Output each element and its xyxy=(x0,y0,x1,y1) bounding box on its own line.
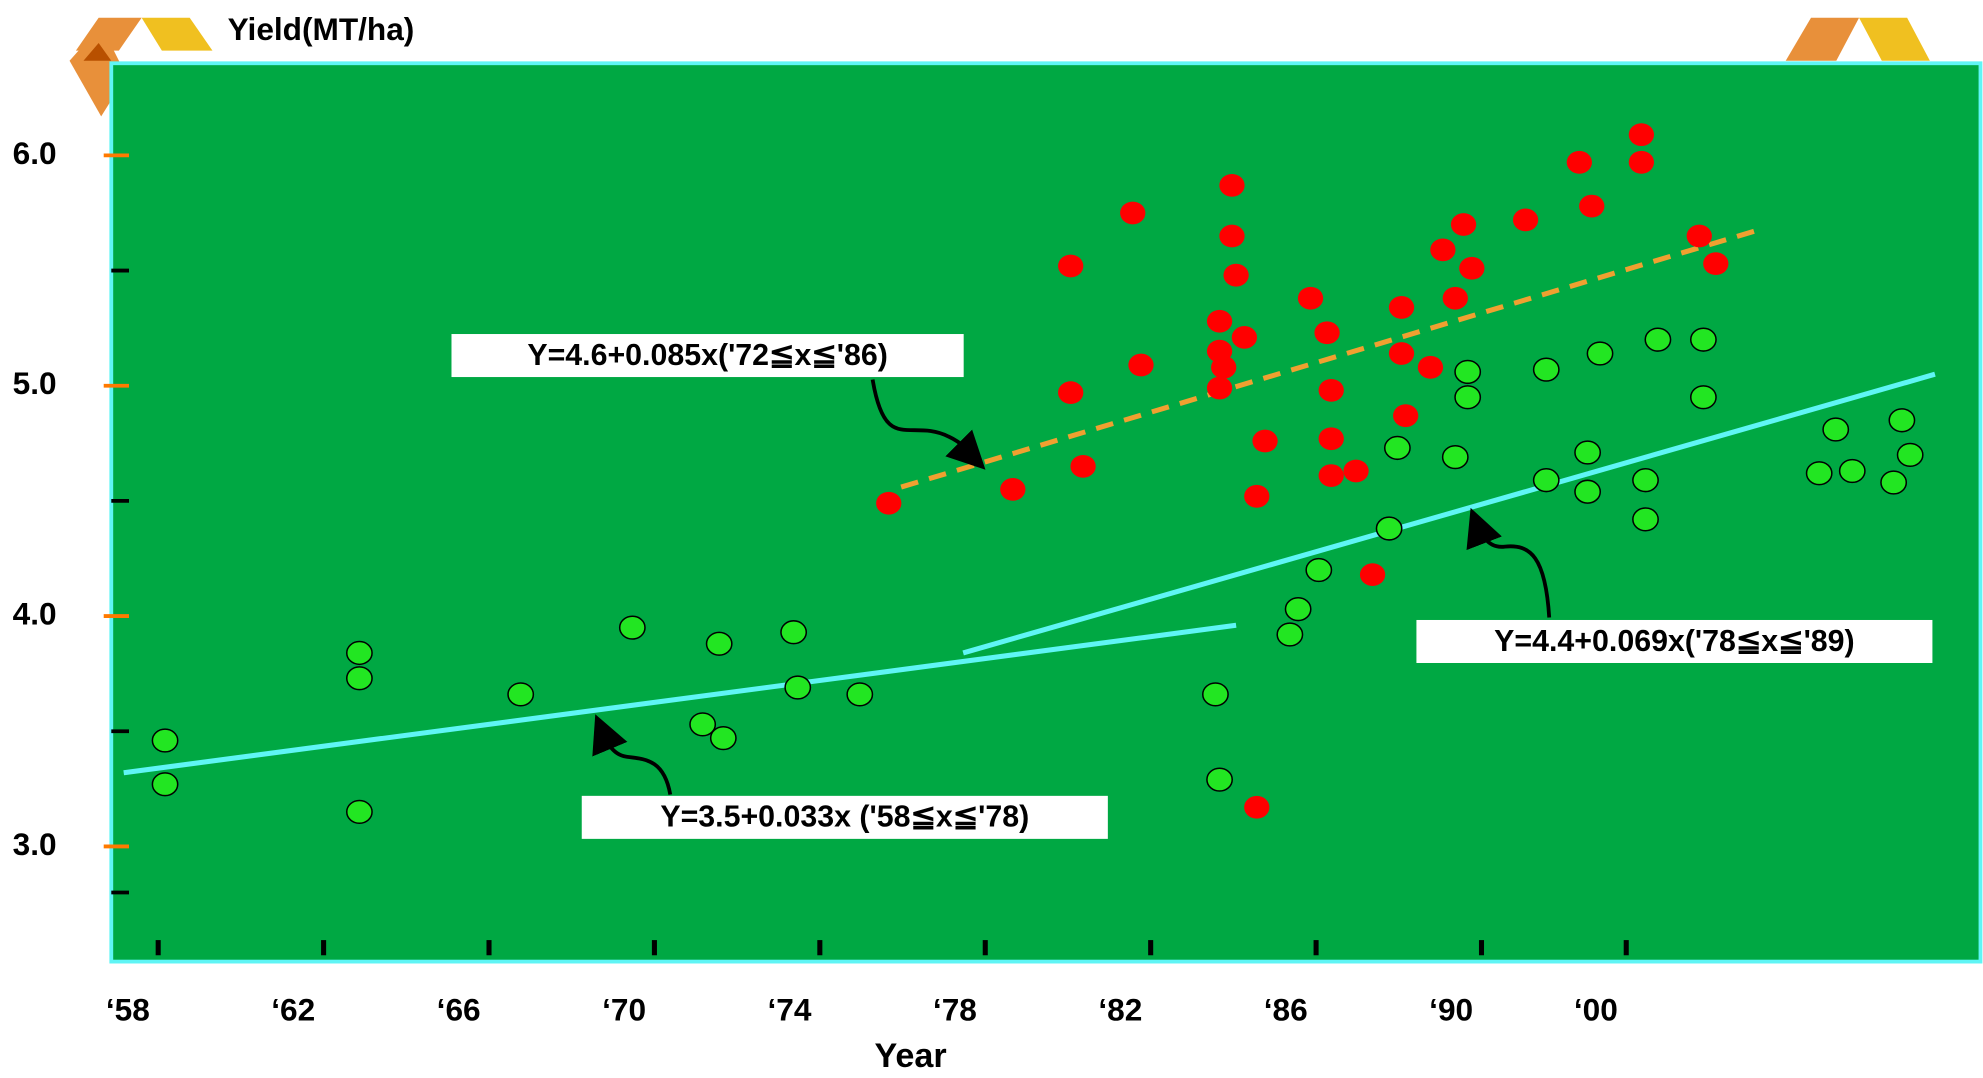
data-point xyxy=(1575,480,1600,503)
data-point xyxy=(1451,213,1476,236)
x-tick-label: ‘00 xyxy=(1574,992,1618,1028)
x-tick-label: ‘86 xyxy=(1264,992,1308,1028)
data-point xyxy=(1298,287,1323,310)
data-point xyxy=(1128,354,1153,377)
data-point xyxy=(1455,386,1480,409)
data-point xyxy=(1314,321,1339,344)
y-tick-label: 5.0 xyxy=(13,365,57,401)
data-point xyxy=(1070,455,1095,478)
x-tick-label: ‘82 xyxy=(1098,992,1142,1028)
data-point xyxy=(1575,441,1600,464)
y-tick-label: 6.0 xyxy=(13,135,57,171)
data-point xyxy=(347,667,372,690)
data-point xyxy=(1207,310,1232,333)
data-point xyxy=(1691,328,1716,351)
data-point xyxy=(1343,460,1368,483)
data-point xyxy=(1889,409,1914,432)
data-point xyxy=(707,632,732,655)
data-point xyxy=(1252,430,1277,453)
data-point xyxy=(1219,174,1244,197)
data-point xyxy=(1232,326,1257,349)
data-point xyxy=(1058,381,1083,404)
x-tick-label: ‘58 xyxy=(106,992,150,1028)
data-point xyxy=(1319,379,1344,402)
data-point xyxy=(1389,296,1414,319)
data-point xyxy=(1058,255,1083,278)
data-point xyxy=(1579,195,1604,218)
data-point xyxy=(1823,418,1848,441)
y-tick-label: 3.0 xyxy=(13,826,57,862)
y-axis-label: Yield(MT/ha) xyxy=(228,11,415,47)
x-axis-label: Year xyxy=(874,1037,946,1075)
data-point xyxy=(620,616,645,639)
data-point xyxy=(1219,225,1244,248)
annotation: Y=4.6+0.085x('72≦x≦'86) xyxy=(527,339,887,372)
chart: Yield(MT/ha) Year 6.0 5.0 4.0 3.0 ‘58 ‘62 ‘66 ‘… xyxy=(0,0,1983,1078)
data-point xyxy=(1633,469,1658,492)
annotation: Y=3.5+0.033x ('58≦x≦'78) xyxy=(660,801,1029,834)
data-point xyxy=(1534,469,1559,492)
data-point xyxy=(1629,151,1654,174)
data-point xyxy=(1418,356,1443,379)
data-point xyxy=(347,800,372,823)
data-point xyxy=(1443,446,1468,469)
y-tick-label: 4.0 xyxy=(13,595,57,631)
data-point xyxy=(781,621,806,644)
data-point xyxy=(1898,443,1923,466)
data-point xyxy=(1587,342,1612,365)
data-point xyxy=(1203,683,1228,706)
data-point xyxy=(1807,462,1832,485)
data-point xyxy=(1277,623,1302,646)
data-point xyxy=(1319,427,1344,450)
data-point xyxy=(1513,209,1538,232)
data-point xyxy=(785,676,810,699)
x-tick-label: ‘62 xyxy=(271,992,315,1028)
data-point xyxy=(1687,225,1712,248)
x-tick-label: ‘90 xyxy=(1429,992,1473,1028)
data-point xyxy=(1567,151,1592,174)
x-tick-label: ‘74 xyxy=(768,992,812,1028)
data-point xyxy=(1443,287,1468,310)
data-point xyxy=(347,642,372,665)
data-point xyxy=(1376,517,1401,540)
data-point xyxy=(1459,257,1484,280)
data-point xyxy=(1633,508,1658,531)
data-point xyxy=(1244,485,1269,508)
data-point xyxy=(1244,796,1269,819)
data-point xyxy=(690,713,715,736)
data-point xyxy=(1207,768,1232,791)
data-point xyxy=(1223,264,1248,287)
data-point xyxy=(1840,460,1865,483)
annotation: Y=4.4+0.069x('78≦x≦'89) xyxy=(1494,625,1854,658)
data-point xyxy=(1389,342,1414,365)
data-point xyxy=(1393,404,1418,427)
data-point xyxy=(1385,437,1410,460)
data-point xyxy=(1430,238,1455,261)
data-point xyxy=(711,727,736,750)
data-point xyxy=(1691,386,1716,409)
data-point xyxy=(1207,377,1232,400)
x-tick-label: ‘78 xyxy=(933,992,977,1028)
data-point xyxy=(152,773,177,796)
data-point xyxy=(847,683,872,706)
data-point xyxy=(1120,202,1145,225)
data-point xyxy=(508,683,533,706)
data-point xyxy=(1881,471,1906,494)
data-point xyxy=(1645,328,1670,351)
data-point xyxy=(876,492,901,515)
x-tick-label: ‘66 xyxy=(437,992,481,1028)
data-point xyxy=(1319,464,1344,487)
data-point xyxy=(1211,356,1236,379)
data-point xyxy=(1534,358,1559,381)
data-point xyxy=(1629,123,1654,146)
data-point xyxy=(1285,598,1310,621)
data-point xyxy=(152,729,177,752)
data-point xyxy=(1455,361,1480,384)
data-point xyxy=(1000,478,1025,501)
x-tick-label: ‘70 xyxy=(602,992,646,1028)
data-point xyxy=(1360,563,1385,586)
data-point xyxy=(1703,252,1728,275)
data-point xyxy=(1306,559,1331,582)
